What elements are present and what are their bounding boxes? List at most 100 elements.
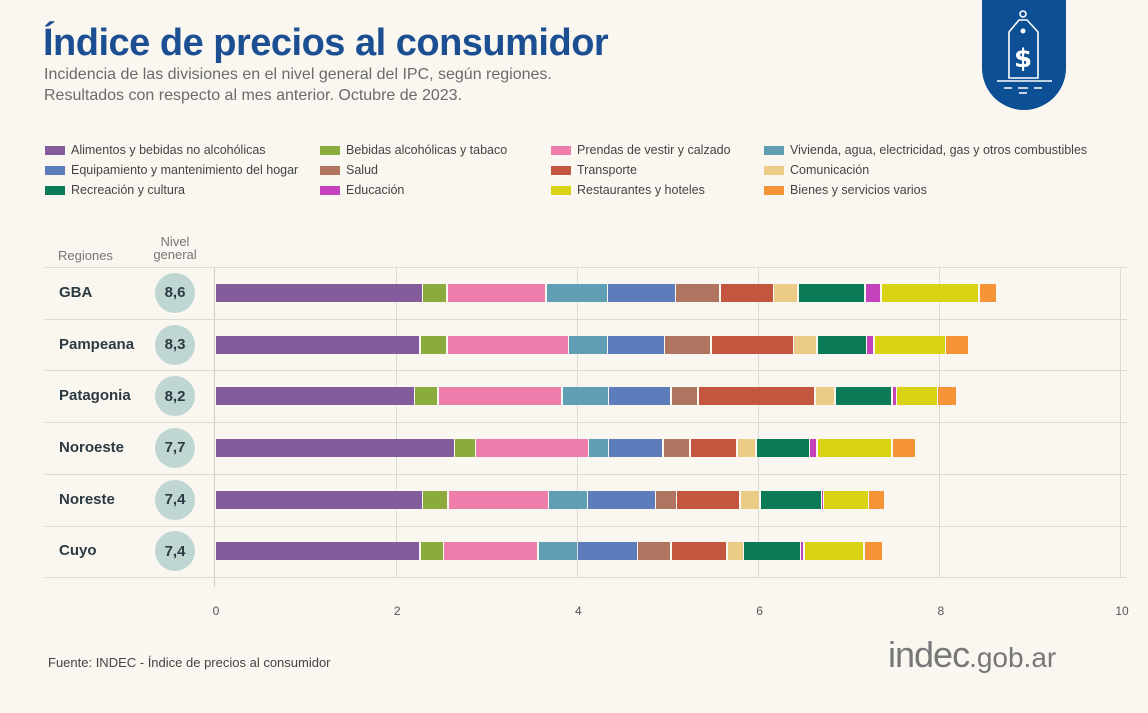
bar-segment [892,438,915,457]
bar-segment [608,283,675,302]
bar-segment [892,387,896,406]
legend-item: Vivienda, agua, electricidad, gas y otro… [764,143,1087,157]
price-tag-icon: $ [997,10,1052,94]
legend-item: Equipamiento y mantenimiento del hogar [45,163,298,177]
region-label: Pampeana [59,335,135,353]
subtitle-date: Resultados con respecto al mes anterior.… [44,87,463,104]
x-tick-label: 8 [937,604,945,618]
bar-segment [817,438,892,457]
bar-segment [423,283,447,302]
bar-segment [447,335,568,354]
bar-segment [946,335,969,354]
bar-segment [801,542,804,561]
x-tick-label: 0 [212,604,220,618]
legend-item: Recreación y cultura [45,183,185,197]
legend-swatch [45,185,65,195]
legend-label: Comunicación [790,163,870,177]
regions-header: Regiones [58,248,113,263]
bar-segment [415,387,438,406]
bar-segment [216,490,422,509]
bar-segment [538,542,577,561]
indec-logo: indec.gob.ar [888,634,1056,676]
bar-segment [216,283,422,302]
legend-swatch [551,145,571,155]
legend-label: Prendas de vestir y calzado [577,143,731,157]
bar-segment [822,490,824,509]
bar-segment [638,542,671,561]
level-header-line2: general [153,247,197,262]
level-value: 7,7 [155,427,195,468]
legend-label: Bienes y servicios varios [790,183,927,197]
price-tag-badge: $ [982,0,1066,110]
bar-segment [815,387,835,406]
bar-segment [938,387,956,406]
legend-swatch [551,165,571,175]
bar-segment [711,335,793,354]
bar-segment [979,283,997,302]
legend-label: Vivienda, agua, electricidad, gas y otro… [790,143,1088,157]
legend-label: Transporte [577,163,637,177]
legend-label: Educación [346,183,405,197]
legend-label: Restaurantes y hoteles [577,183,705,197]
bar-segment [835,387,892,406]
legend-item: Comunicación [764,163,869,177]
legend-item: Transporte [551,163,637,177]
bar-segment [588,490,655,509]
bar-segment [447,283,546,302]
legend-label: Alimentos y bebidas no alcohólicas [71,143,266,157]
row-divider [45,422,1127,424]
legend-label: Recreación y cultura [71,183,185,197]
legend-swatch [764,145,784,155]
bar-segment [608,335,664,354]
level-value: 8,2 [155,376,195,417]
row-divider [45,318,1127,320]
region-label: Noroeste [59,438,125,456]
level-header: Nivel general [150,235,200,261]
legend-item: Restaurantes y hoteles [551,183,705,197]
bar-segment [897,387,937,406]
legend-item: Bienes y servicios varios [764,183,927,197]
bar-segment [760,490,821,509]
bar-segment [656,490,676,509]
source-note: Fuente: INDEC - Índice de precios al con… [48,655,331,670]
bar-segment [874,335,945,354]
row-divider [45,370,1127,372]
svg-text:$: $ [1014,44,1032,74]
legend-swatch [320,145,340,155]
bar-segment [438,387,562,406]
bar-segment [569,335,607,354]
level-header-line1: Nivel [160,234,190,249]
subtitle: Incidencia de las divisiones en el nivel… [44,66,552,83]
legend-item: Educación [320,183,404,197]
bar-segment [671,387,698,406]
row-divider [45,267,1127,268]
legend-item: Salud [320,163,378,177]
bar-segment [216,438,454,457]
bar-segment [476,438,588,457]
bar-segment [756,438,809,457]
legend-swatch [45,165,65,175]
bar-segment [609,438,663,457]
logo-suffix: .gob.ar [969,642,1057,673]
bar-segment [698,387,815,406]
bar-segment [690,438,737,457]
bar-segment [609,387,671,406]
legend-label: Salud [346,163,378,177]
bar-segment [864,542,883,561]
bar-segment [881,283,979,302]
bar-segment [448,490,548,509]
bar-segment [798,283,865,302]
level-value: 7,4 [155,531,195,572]
bar-segment [549,490,587,509]
bar-segment [663,438,690,457]
bar-segment [578,542,637,561]
bar-segment [804,542,864,561]
bar-segment [817,335,866,354]
legend-label: Equipamiento y mantenimiento del hogar [71,163,299,177]
legend-item: Prendas de vestir y calzado [551,143,731,157]
row-divider [45,577,1127,579]
bar-segment [423,490,448,509]
legend-item: Bebidas alcohólicas y tabaco [320,143,507,157]
bar-segment [562,387,608,406]
